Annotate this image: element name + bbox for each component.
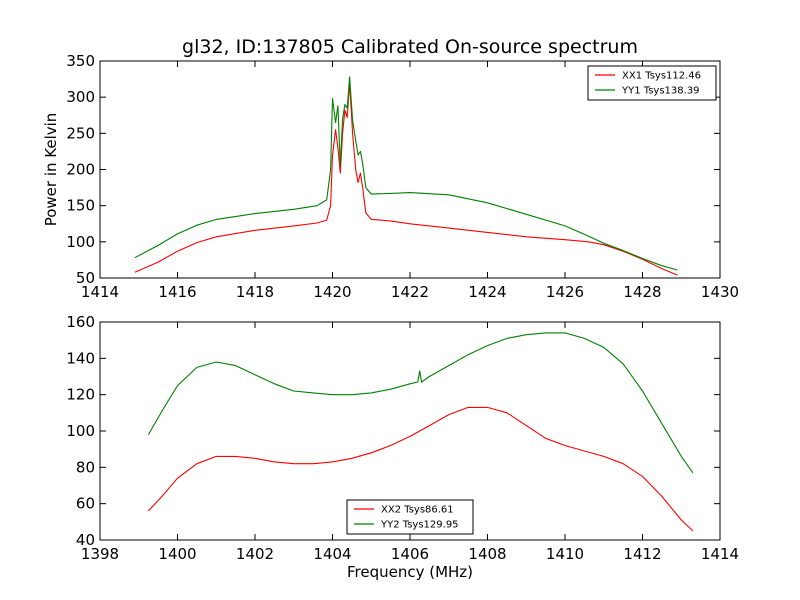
y-tick-label: 150 (66, 197, 95, 215)
x-tick-label: 1418 (236, 283, 274, 301)
legend: XX1 Tsys112.46 YY1 Tsys138.39 (587, 65, 717, 101)
y-tick-label: 50 (76, 269, 95, 287)
x-tick-label: 1426 (546, 283, 584, 301)
y-tick-label: 140 (66, 349, 95, 367)
bottom-axes: 1398 1400 1402 1404 1406 1408 1410 1412 1414 40 60… (66, 313, 739, 581)
y-tick-label: 200 (66, 161, 95, 179)
x-tick-label: 1398 (81, 545, 119, 563)
series-line-2 (134, 76, 678, 271)
legend-box (346, 499, 474, 535)
x-tick-label: 1424 (468, 283, 506, 301)
x-tick-label: 1414 (701, 545, 739, 563)
legend-entry: YY1 Tsys138.39 (621, 86, 700, 97)
x-tick-label: 1404 (313, 545, 351, 563)
y-tick-label: 250 (66, 124, 95, 142)
y-tick-label: 100 (66, 233, 95, 251)
x-tick-label: 1402 (236, 545, 274, 563)
series-line-2 (147, 332, 694, 474)
top-axes: 1414 1416 1418 1420 1422 1424 1426 1428 1430 50 10… (42, 52, 739, 301)
x-tick-label: 1422 (391, 283, 429, 301)
x-tick-label: 1428 (623, 283, 661, 301)
y-tick-label: 300 (66, 88, 95, 106)
x-tick-label: 1414 (81, 283, 119, 301)
y-tick-label: 160 (66, 313, 95, 331)
legend-box (587, 65, 717, 101)
chart-title: gl32, ID:137805 Calibrated On-source spe… (182, 36, 638, 58)
y-tick-label: 100 (66, 422, 95, 440)
x-tick-label: 1430 (701, 283, 739, 301)
y-tick-label: 40 (76, 531, 95, 549)
legend-entry: XX2 Tsys86.61 (381, 505, 454, 516)
series-line-1 (134, 82, 678, 276)
y-tick-label: 120 (66, 386, 95, 404)
legend: XX2 Tsys86.61 YY2 Tsys129.95 (346, 499, 474, 535)
y-axis-label: Power in Kelvin (42, 113, 60, 227)
y-tick-label: 60 (76, 495, 95, 513)
legend-entry: XX1 Tsys112.46 (622, 71, 701, 82)
x-tick-label: 1420 (313, 283, 351, 301)
x-tick-label: 1406 (391, 545, 429, 563)
x-tick-label: 1410 (546, 545, 584, 563)
y-tick-label: 80 (76, 458, 95, 476)
series-line-1 (147, 406, 694, 532)
x-tick-label: 1400 (158, 545, 196, 563)
x-axis-label: Frequency (MHz) (347, 563, 473, 581)
x-tick-label: 1412 (623, 545, 661, 563)
x-tick-label: 1408 (468, 545, 506, 563)
x-tick-label: 1416 (158, 283, 196, 301)
y-tick-label: 350 (66, 52, 95, 70)
legend-entry: YY2 Tsys129.95 (380, 520, 459, 531)
